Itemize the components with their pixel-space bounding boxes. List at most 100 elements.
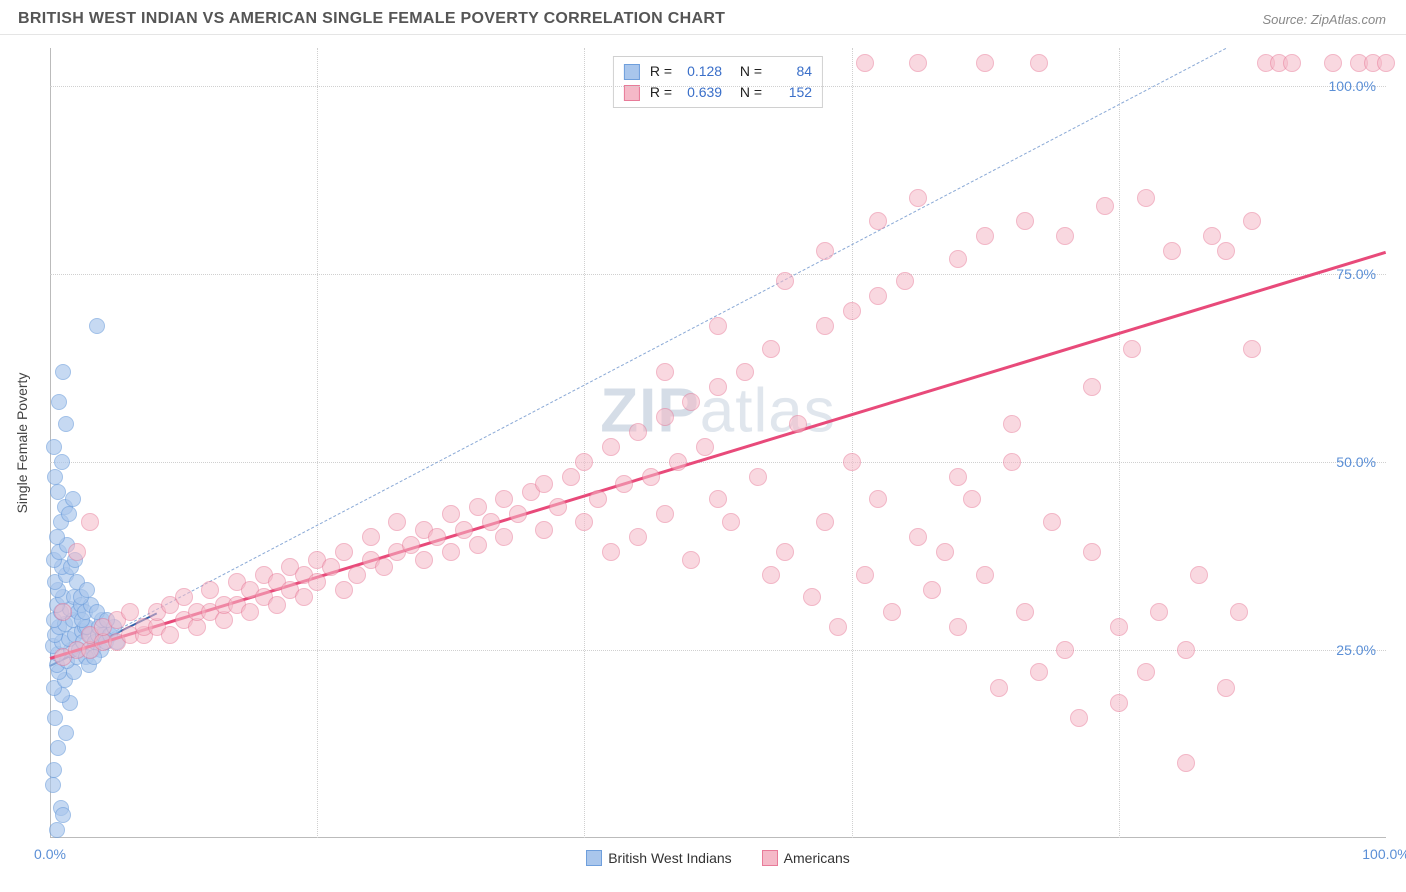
y-tick-label: 100.0% (1329, 78, 1376, 94)
data-point (1123, 340, 1141, 358)
series-swatch (624, 64, 640, 80)
data-point (50, 484, 66, 500)
data-point (682, 551, 700, 569)
data-point (1150, 603, 1168, 621)
data-point (1324, 54, 1342, 72)
data-point (335, 581, 353, 599)
data-point (1137, 189, 1155, 207)
data-point (615, 475, 633, 493)
data-point (495, 528, 513, 546)
grid-line-h (50, 274, 1386, 275)
data-point (1230, 603, 1248, 621)
data-point (976, 566, 994, 584)
data-point (55, 364, 71, 380)
data-point (589, 490, 607, 508)
data-point (442, 543, 460, 561)
data-point (322, 558, 340, 576)
correlation-stats-box: R =0.128 N =84R =0.639 N =152 (613, 56, 823, 108)
data-point (1070, 709, 1088, 727)
data-point (49, 822, 65, 838)
data-point (682, 393, 700, 411)
data-point (1377, 54, 1395, 72)
data-point (883, 603, 901, 621)
data-point (241, 603, 259, 621)
data-point (348, 566, 366, 584)
data-point (81, 513, 99, 531)
data-point (1217, 242, 1235, 260)
data-point (469, 536, 487, 554)
data-point (1243, 340, 1261, 358)
data-point (1003, 415, 1021, 433)
data-point (161, 626, 179, 644)
data-point (963, 490, 981, 508)
y-axis-label: Single Female Poverty (14, 373, 30, 514)
data-point (335, 543, 353, 561)
data-point (976, 227, 994, 245)
data-point (949, 618, 967, 636)
data-point (803, 588, 821, 606)
data-point (495, 490, 513, 508)
reference-diagonal (50, 48, 1226, 666)
data-point (656, 363, 674, 381)
data-point (428, 528, 446, 546)
source-attribution: Source: ZipAtlas.com (1262, 12, 1386, 27)
data-point (50, 740, 66, 756)
data-point (388, 513, 406, 531)
data-point (909, 189, 927, 207)
data-point (976, 54, 994, 72)
data-point (1177, 641, 1195, 659)
data-point (696, 438, 714, 456)
legend-swatch (586, 850, 602, 866)
legend-item: Americans (762, 850, 850, 866)
data-point (51, 394, 67, 410)
data-point (1083, 543, 1101, 561)
data-point (415, 551, 433, 569)
data-point (295, 588, 313, 606)
data-point (856, 566, 874, 584)
data-point (535, 521, 553, 539)
stat-n-label: N = (732, 61, 762, 82)
data-point (642, 468, 660, 486)
legend-item: British West Indians (586, 850, 731, 866)
data-point (829, 618, 847, 636)
grid-line-v (584, 48, 585, 838)
data-point (776, 272, 794, 290)
data-point (54, 603, 72, 621)
data-point (709, 490, 727, 508)
data-point (58, 725, 74, 741)
data-point (909, 528, 927, 546)
data-point (1110, 694, 1128, 712)
data-point (1083, 378, 1101, 396)
data-point (1030, 54, 1048, 72)
grid-line-v (852, 48, 853, 838)
data-point (1043, 513, 1061, 531)
data-point (816, 317, 834, 335)
data-point (869, 490, 887, 508)
data-point (749, 468, 767, 486)
data-point (1096, 197, 1114, 215)
grid-line-v (1119, 48, 1120, 838)
data-point (1283, 54, 1301, 72)
data-point (362, 528, 380, 546)
data-point (509, 505, 527, 523)
data-point (175, 588, 193, 606)
data-point (562, 468, 580, 486)
data-point (1016, 212, 1034, 230)
data-point (629, 423, 647, 441)
data-point (1203, 227, 1221, 245)
data-point (308, 573, 326, 591)
legend-label: Americans (784, 850, 850, 866)
grid-line-v (317, 48, 318, 838)
data-point (656, 505, 674, 523)
data-point (45, 777, 61, 793)
data-point (709, 317, 727, 335)
x-tick-label: 100.0% (1362, 846, 1406, 862)
data-point (736, 363, 754, 381)
legend-swatch (762, 850, 778, 866)
data-point (1137, 663, 1155, 681)
data-point (89, 318, 105, 334)
data-point (656, 408, 674, 426)
data-point (46, 439, 62, 455)
data-point (1190, 566, 1208, 584)
data-point (762, 340, 780, 358)
